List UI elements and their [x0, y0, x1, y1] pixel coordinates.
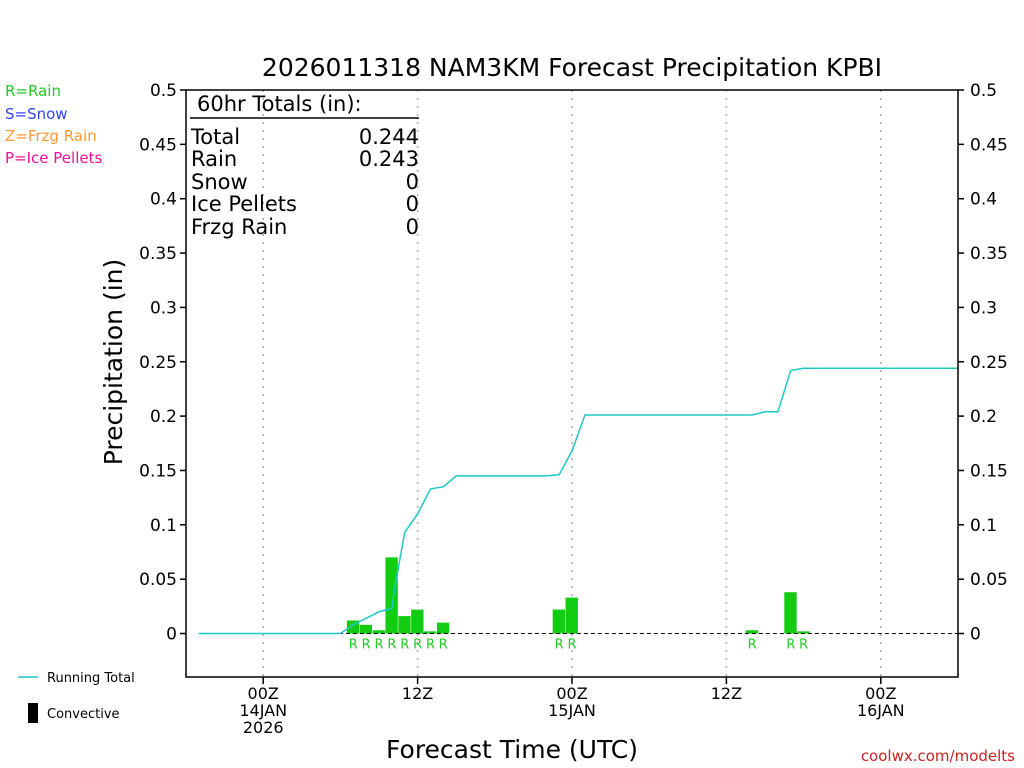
chart-title: 2026011318 NAM3KM Forecast Precipitation…	[262, 53, 882, 82]
ytick-label-left-5: 0.25	[139, 353, 177, 373]
legend-frzg-rain: Z=Frzg Rain	[5, 127, 97, 145]
xtick-label-0-0: 00Z	[248, 684, 279, 703]
grid-lines	[262, 90, 882, 677]
series-legend: Running Total Convective	[18, 671, 135, 723]
totals-label-ice-pellets: Ice Pellets	[191, 192, 297, 216]
ytick-label-right-0: 0	[970, 625, 981, 645]
totals-value-rain: 0.243	[359, 147, 419, 171]
precip-type-label-7: R	[439, 638, 448, 653]
precip-bar-10	[745, 630, 759, 634]
legend-ice-pellets: P=Ice Pellets	[5, 149, 102, 167]
precip-type-label-4: R	[400, 638, 409, 653]
ytick-label-right-1: 0.05	[970, 570, 1008, 590]
ytick-label-left-0: 0	[166, 625, 177, 645]
ytick-label-left-4: 0.2	[150, 407, 177, 427]
totals-label-rain: Rain	[191, 147, 237, 171]
precip-bar-3	[385, 557, 398, 634]
ytick-label-left-7: 0.35	[139, 244, 177, 264]
totals-value-total: 0.244	[359, 125, 419, 149]
xtick-label-4-0: 00Z	[865, 684, 896, 703]
ytick-label-left-3: 0.15	[139, 461, 177, 481]
totals-value-frzg-rain: 0	[406, 215, 419, 239]
totals-label-snow: Snow	[191, 170, 248, 194]
legend-convective: Convective	[47, 707, 120, 722]
precip-type-label-3: R	[387, 638, 396, 653]
totals-label-total: Total	[190, 125, 240, 149]
ytick-label-right-8: 0.4	[970, 190, 997, 210]
legend-running-total: Running Total	[47, 671, 135, 686]
precip-bar-12	[797, 631, 810, 634]
ytick-label-left-10: 0.5	[150, 81, 177, 101]
x-axis-label: Forecast Time (UTC)	[386, 735, 638, 764]
ytick-label-right-6: 0.3	[970, 298, 997, 318]
totals-value-snow: 0	[406, 170, 419, 194]
precip-bar-2	[372, 630, 385, 634]
y-axis-label: Precipitation (in)	[99, 259, 128, 466]
precip-type-label-6: R	[426, 638, 435, 653]
precip-type-legend: R=Rain S=Snow Z=Frzg Rain P=Ice Pellets	[5, 82, 102, 167]
totals-box: 60hr Totals (in): Total 0.244 Rain 0.243…	[190, 92, 419, 239]
legend-snow: S=Snow	[5, 105, 68, 123]
precip-type-label-0: R	[349, 638, 358, 653]
legend-rain: R=Rain	[5, 82, 61, 100]
xtick-label-0-1: 14JAN	[239, 701, 287, 720]
running-total-line-group	[198, 367, 958, 635]
precip-type-label-12: R	[799, 638, 808, 653]
precip-bars	[346, 557, 810, 634]
precip-type-label-2: R	[374, 638, 383, 653]
precip-bar-11	[784, 592, 797, 634]
ytick-label-right-7: 0.35	[970, 244, 1008, 264]
precip-bar-8	[552, 609, 566, 634]
ytick-label-right-4: 0.2	[970, 407, 997, 427]
xtick-label-4-1: 16JAN	[857, 701, 905, 720]
running-total-line	[198, 367, 958, 635]
ytick-label-right-5: 0.25	[970, 353, 1008, 373]
precip-bar-4	[398, 616, 411, 634]
precip-type-label-11: R	[786, 638, 795, 653]
precip-bar-6	[424, 631, 437, 634]
ytick-label-left-2: 0.1	[150, 516, 177, 536]
ytick-label-right-9: 0.45	[970, 135, 1008, 155]
precip-type-label-10: R	[748, 638, 757, 653]
precip-bar-1	[359, 624, 373, 634]
xtick-label-1-0: 12Z	[402, 684, 433, 703]
y-ticks: 0 00.05 0.050.1 0.10.15 0.150.2 0.20.25 0.250.…	[139, 81, 1008, 645]
precip-type-label-9: R	[567, 638, 576, 653]
precip-bar-5	[411, 609, 424, 634]
ytick-label-right-3: 0.15	[970, 461, 1008, 481]
totals-value-ice-pellets: 0	[406, 192, 419, 216]
ytick-label-left-6: 0.3	[150, 298, 177, 318]
xtick-label-2-0: 00Z	[556, 684, 587, 703]
ytick-label-left-1: 0.05	[139, 570, 177, 590]
precip-type-label-5: R	[413, 638, 422, 653]
precip-type-label-1: R	[362, 638, 371, 653]
xtick-label-3-0: 12Z	[711, 684, 742, 703]
legend-convective-swatch	[28, 703, 38, 723]
ytick-label-left-9: 0.45	[139, 135, 177, 155]
precip-bar-7	[436, 622, 450, 634]
watermark: coolwx.com/modelts	[861, 747, 1015, 765]
precip-bar-9	[565, 597, 578, 634]
xtick-label-0-2: 2026	[243, 718, 284, 737]
xtick-label-2-1: 15JAN	[548, 701, 596, 720]
ytick-label-right-10: 0.5	[970, 81, 997, 101]
totals-label-frzg-rain: Frzg Rain	[191, 215, 287, 239]
totals-heading: 60hr Totals (in):	[197, 92, 362, 116]
ytick-label-right-2: 0.1	[970, 516, 997, 536]
precip-type-label-8: R	[555, 638, 564, 653]
ytick-label-left-8: 0.4	[150, 190, 177, 210]
